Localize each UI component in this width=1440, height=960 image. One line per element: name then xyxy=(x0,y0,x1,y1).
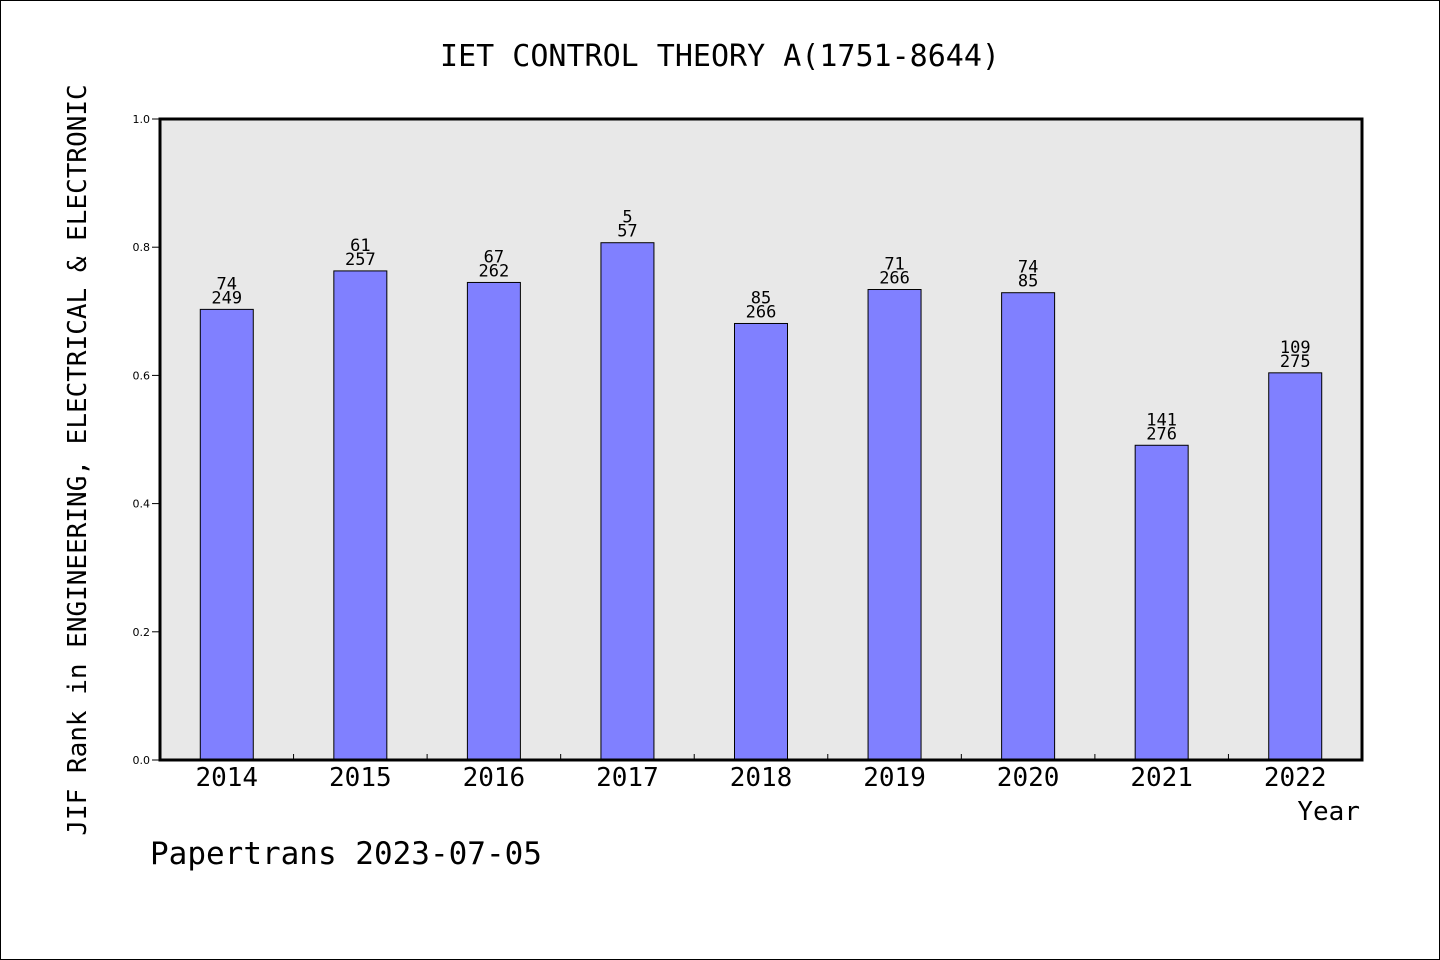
bar-label-total: 266 xyxy=(746,302,777,322)
y-tick-label: 0.2 xyxy=(133,626,151,639)
bar-label-total: 276 xyxy=(1146,424,1177,444)
bar-label-rank: 61 xyxy=(350,236,370,256)
y-tick-label: 0.4 xyxy=(133,498,151,511)
bar-label-rank: 5 xyxy=(622,208,632,228)
y-tick-label: 1.0 xyxy=(133,113,151,126)
bar-label-rank: 71 xyxy=(884,255,904,275)
bar-2021 xyxy=(1134,444,1189,761)
x-tick-label: 2015 xyxy=(329,763,392,793)
bar-label-total: 57 xyxy=(617,222,637,242)
x-tick-label: 2018 xyxy=(730,763,793,793)
bar-label-rank: 74 xyxy=(1018,258,1038,278)
bars xyxy=(199,242,1323,761)
x-tick-label: 2021 xyxy=(1130,763,1193,793)
bar-label-rank: 74 xyxy=(217,274,237,294)
y-axis: 0.0 0.2 0.4 0.6 0.8 1.0 xyxy=(133,113,160,767)
bar-2017 xyxy=(600,242,655,761)
x-tick-label: 2016 xyxy=(463,763,526,793)
bar-label-total: 266 xyxy=(879,269,910,289)
bar-label-total: 249 xyxy=(211,288,242,308)
x-tick-label: 2022 xyxy=(1264,763,1327,793)
bar-label-rank: 85 xyxy=(751,288,771,308)
y-axis-label: JIF Rank in ENGINEERING, ELECTRICAL & EL… xyxy=(63,84,93,835)
x-tick-label: 2014 xyxy=(195,763,258,793)
x-tick-label: 2020 xyxy=(997,763,1060,793)
bar-2014 xyxy=(199,308,254,761)
bar-label-rank: 67 xyxy=(484,247,504,267)
bar-label-rank: 109 xyxy=(1280,338,1311,358)
chart-title: IET CONTROL THEORY A(1751-8644) xyxy=(440,39,1000,74)
y-tick-label: 0.8 xyxy=(133,241,151,254)
bar-2018 xyxy=(734,322,788,761)
bar-label-total: 275 xyxy=(1280,352,1311,372)
footer-text: Papertrans 2023-07-05 xyxy=(150,836,542,872)
bar-label-total: 257 xyxy=(345,250,376,270)
y-tick-label: 0.0 xyxy=(133,754,151,767)
bar-label-total: 85 xyxy=(1018,272,1038,292)
x-axis-label: Year xyxy=(1297,797,1360,827)
bar-2015 xyxy=(333,270,388,761)
bar-2022 xyxy=(1268,372,1323,761)
bar-2020 xyxy=(1001,292,1056,761)
plot-border xyxy=(158,117,1364,762)
bar-label-rank: 141 xyxy=(1146,410,1177,430)
bar-2016 xyxy=(466,281,521,761)
x-axis: 2014 2015 2016 2017 2018 2019 2020 2021 2022 xyxy=(195,763,1326,793)
bar-label-total: 262 xyxy=(479,261,510,281)
x-tick-label: 2017 xyxy=(596,763,659,793)
bar-2019 xyxy=(867,289,922,761)
y-tick-label: 0.6 xyxy=(133,369,151,382)
x-tick-label: 2019 xyxy=(863,763,926,793)
